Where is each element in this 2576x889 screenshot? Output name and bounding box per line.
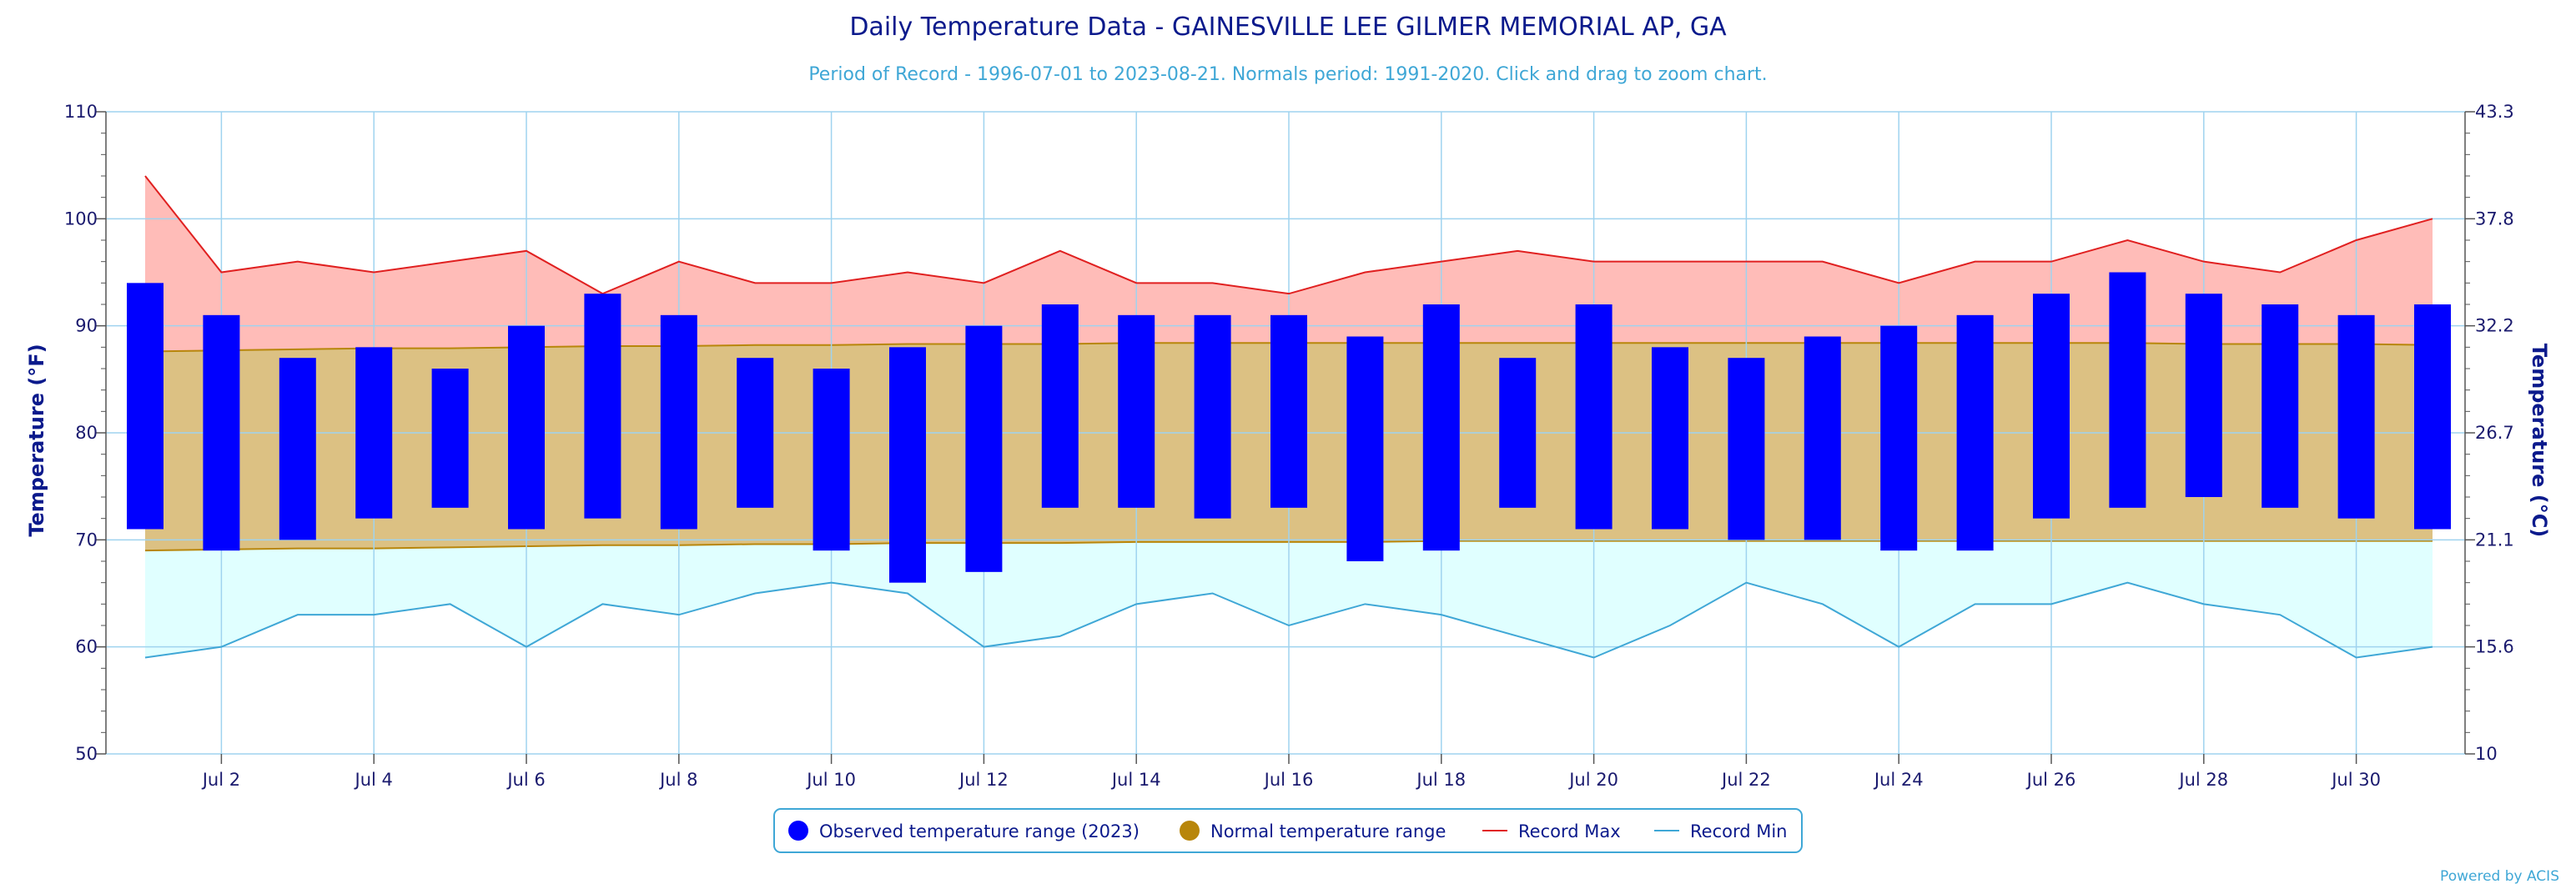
legend-normal-marker — [1180, 821, 1200, 841]
observed-bar[interactable] — [2033, 294, 2070, 519]
chart-subtitle: Period of Record - 1996-07-01 to 2023-08… — [808, 64, 1767, 85]
legend: Observed temperature range (2023) Normal… — [773, 808, 1803, 853]
observed-bar[interactable] — [355, 347, 393, 519]
y-tick-label-right: 10 — [2475, 744, 2498, 764]
legend-record-max-label: Record Max — [1518, 821, 1621, 841]
y-tick-label-right: 37.8 — [2475, 208, 2514, 229]
y-tick-label-right: 15.6 — [2475, 637, 2514, 657]
x-tick-label: Jul 10 — [805, 770, 856, 790]
x-tick-label: Jul 24 — [1873, 770, 1924, 790]
x-tick-label: Jul 28 — [2177, 770, 2228, 790]
observed-bar[interactable] — [1194, 314, 1231, 519]
y-tick-label-left: 60 — [75, 637, 98, 657]
observed-bar[interactable] — [1270, 314, 1307, 508]
observed-bar[interactable] — [1499, 358, 1537, 508]
x-tick-label: Jul 30 — [2330, 770, 2381, 790]
legend-observed-marker — [788, 821, 808, 841]
observed-bar[interactable] — [1728, 358, 1765, 540]
y-axis-title-left: Temperature (°F) — [25, 344, 48, 536]
observed-bar[interactable] — [2262, 304, 2299, 508]
x-tick-label: Jul 2 — [201, 770, 240, 790]
y-tick-label-left: 50 — [75, 744, 98, 764]
x-tick-label: Jul 22 — [1720, 770, 1771, 790]
x-tick-label: Jul 4 — [354, 770, 393, 790]
observed-bar[interactable] — [431, 369, 469, 508]
record-max-line — [144, 175, 2433, 295]
y-tick-label-right: 43.3 — [2475, 102, 2514, 122]
x-tick-label: Jul 6 — [506, 770, 545, 790]
x-tick-label: Jul 18 — [1415, 770, 1466, 790]
x-tick-label: Jul 12 — [958, 770, 1009, 790]
observed-bar[interactable] — [1041, 304, 1079, 508]
y-tick-label-right: 21.1 — [2475, 530, 2514, 550]
record-min-line — [144, 581, 2433, 659]
x-tick-label: Jul 14 — [1110, 770, 1161, 790]
x-tick-label: Jul 16 — [1263, 770, 1314, 790]
y-axis-title-right: Temperature (°C) — [2528, 344, 2551, 538]
y-tick-label-left: 90 — [75, 316, 98, 336]
y-tick-label-right: 26.7 — [2475, 423, 2514, 443]
observed-bar[interactable] — [508, 325, 545, 530]
observed-bar[interactable] — [1880, 325, 1918, 551]
observed-bar[interactable] — [1422, 304, 1460, 551]
observed-bar[interactable] — [737, 358, 774, 508]
legend-observed-label: Observed temperature range (2023) — [819, 821, 1140, 841]
observed-bar[interactable] — [2109, 272, 2146, 508]
y-tick-label-left: 110 — [64, 102, 98, 122]
legend-box — [773, 808, 1803, 853]
observed-bar[interactable] — [965, 325, 1003, 572]
plot-area[interactable]: 50 10 60 15.6 70 21.1 80 26.7 90 32.2 100 37.8 110 43… — [64, 102, 2514, 790]
legend-item-observed[interactable]: Observed temperature range (2023) — [788, 821, 1140, 841]
record-max-band — [145, 176, 2433, 352]
observed-bar[interactable] — [1956, 314, 1994, 551]
legend-item-normal[interactable]: Normal temperature range — [1180, 821, 1446, 841]
observed-bar[interactable] — [127, 283, 164, 530]
x-tick-label: Jul 8 — [658, 770, 697, 790]
observed-bar[interactable] — [889, 347, 926, 583]
credit-link[interactable]: Powered by ACIS — [2440, 868, 2559, 885]
x-tick-label: Jul 26 — [2025, 770, 2076, 790]
observed-bar[interactable] — [813, 369, 850, 551]
observed-bar[interactable] — [2414, 304, 2451, 530]
observed-bar[interactable] — [1118, 314, 1155, 508]
legend-item-record-min[interactable]: Record Min — [1654, 821, 1788, 841]
y-tick-label-left: 100 — [64, 208, 98, 229]
legend-item-record-max[interactable]: Record Max — [1482, 821, 1621, 841]
observed-bar[interactable] — [1652, 347, 1688, 530]
observed-bar[interactable] — [584, 294, 621, 519]
legend-normal-label: Normal temperature range — [1210, 821, 1446, 841]
observed-bar[interactable] — [1346, 336, 1384, 562]
legend-record-min-label: Record Min — [1690, 821, 1788, 841]
y-tick-label-left: 80 — [75, 423, 98, 443]
observed-bar[interactable] — [203, 314, 240, 551]
observed-bar[interactable] — [279, 358, 316, 540]
observed-bar[interactable] — [1804, 336, 1841, 540]
x-tick-label: Jul 20 — [1567, 770, 1618, 790]
observed-bar[interactable] — [660, 314, 697, 530]
chart-title: Daily Temperature Data - GAINESVILLE LEE… — [849, 13, 1727, 42]
observed-bar[interactable] — [2185, 294, 2222, 497]
observed-bar[interactable] — [1575, 304, 1613, 530]
observed-bar[interactable] — [2337, 314, 2375, 519]
y-tick-label-left: 70 — [75, 530, 98, 550]
y-tick-label-right: 32.2 — [2475, 316, 2514, 336]
